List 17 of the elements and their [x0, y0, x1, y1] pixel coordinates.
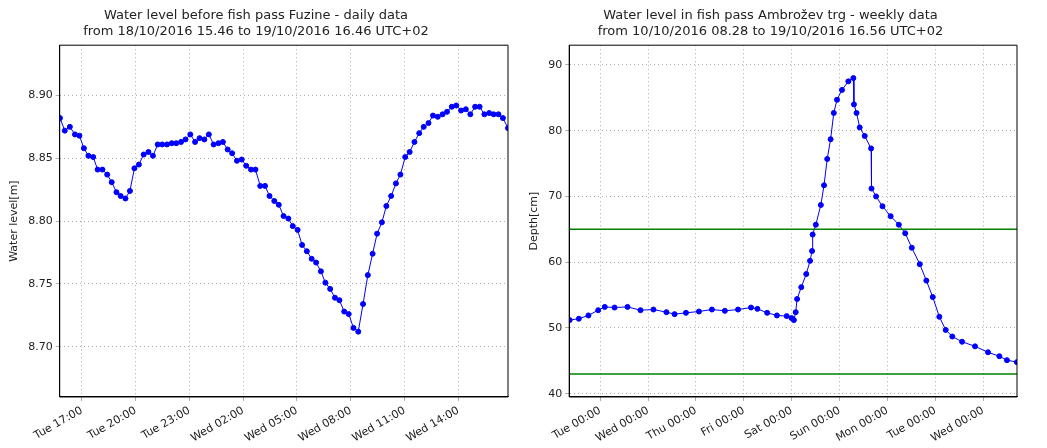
chart-title: Water level in fish pass Ambrožev trg - weekly data — [603, 7, 938, 23]
y-axis-title: Water level[m] — [7, 180, 21, 262]
y-tick-label: 8.80 — [28, 213, 53, 227]
y-tick-label: 70 — [548, 189, 563, 203]
y-tick-label: 90 — [548, 57, 563, 71]
y-tick-label: 50 — [548, 320, 563, 334]
y-tick-label: 80 — [548, 123, 563, 137]
y-tick-label: 8.75 — [28, 276, 53, 290]
y-tick-label: 60 — [548, 255, 563, 269]
y-axis-title: Depth[cm] — [527, 191, 541, 251]
y-tick-label: 8.70 — [28, 339, 53, 353]
chart-title: Water level before fish pass Fuzine - daily data — [104, 7, 408, 23]
chart-subtitle: from 18/10/2016 15.46 to 19/10/2016 16.46 UTC+02 — [83, 22, 429, 38]
y-tick-label: 8.90 — [28, 88, 53, 102]
chart-subtitle: from 10/10/2016 08.28 to 19/10/2016 16.56 UTC+02 — [597, 22, 944, 38]
y-tick-label: 8.85 — [28, 151, 53, 165]
y-tick-label: 40 — [548, 386, 563, 400]
